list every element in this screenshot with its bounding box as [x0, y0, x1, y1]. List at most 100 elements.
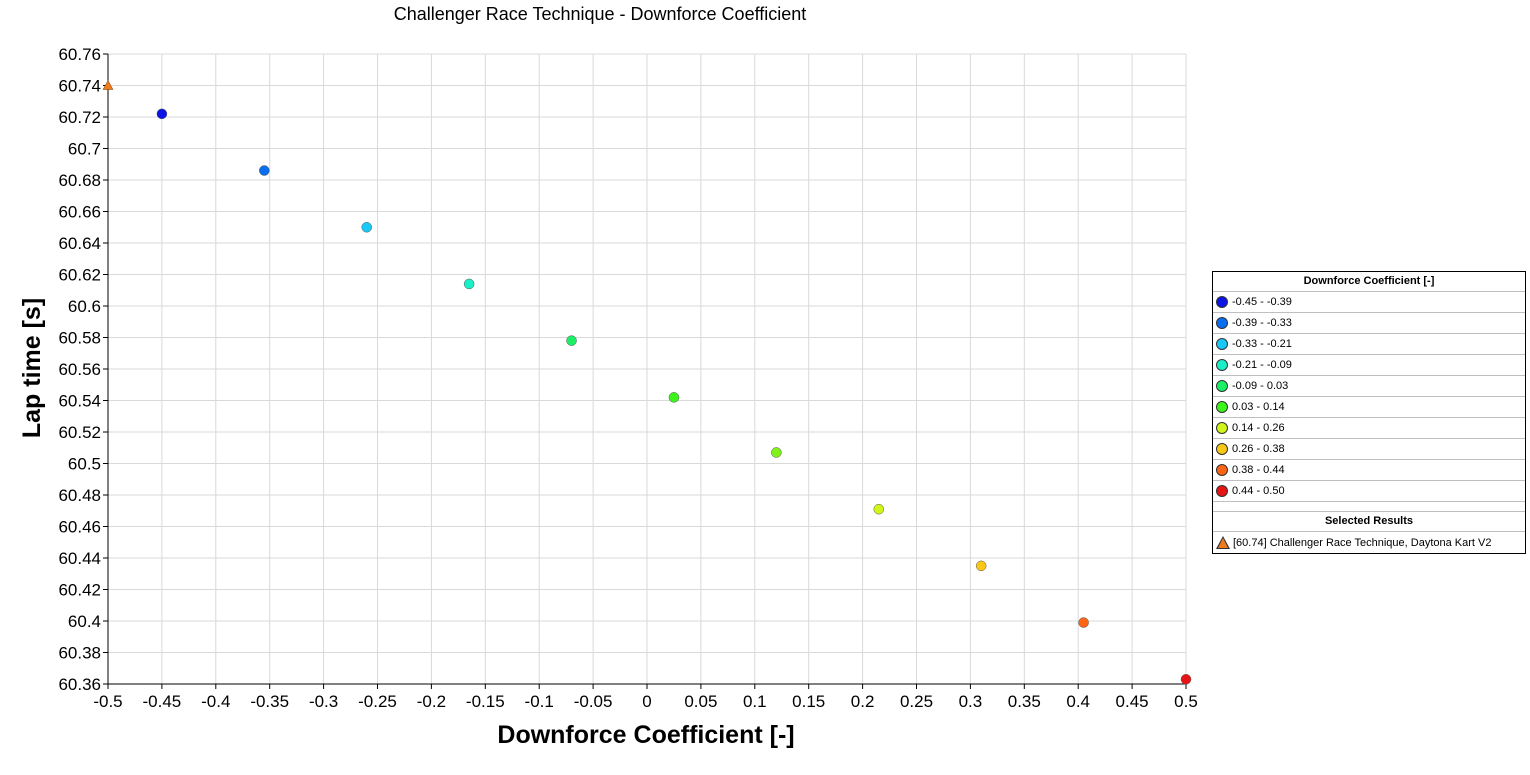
x-tick-label: -0.3	[309, 692, 338, 711]
legend-item[interactable]: -0.39 - -0.33	[1213, 313, 1525, 334]
y-tick-label: 60.64	[58, 234, 101, 253]
x-tick-label: 0.1	[743, 692, 767, 711]
y-tick-label: 60.66	[58, 203, 101, 222]
y-tick-label: 60.5	[68, 455, 101, 474]
data-point	[463, 278, 475, 290]
legend-items: -0.45 - -0.39 -0.39 - -0.33 -0.33 - -0.21 -…	[1213, 292, 1525, 502]
chart-title: Challenger Race Technique - Downforce Co…	[394, 4, 807, 24]
grid	[107, 53, 1187, 685]
y-tick-labels: 60.36 60.38 60.4 60.42 60.44 60.46 60.48 60.5 60…	[58, 45, 101, 694]
data-point	[259, 165, 270, 176]
y-tick-label: 60.38	[58, 644, 101, 663]
legend-item-label: -0.21 - -0.09	[1232, 359, 1292, 371]
y-tick-label: 60.46	[58, 518, 101, 537]
x-tick-label: -0.2	[417, 692, 446, 711]
data-point	[156, 108, 168, 120]
selected-result-label: [60.74] Challenger Race Technique, Dayto…	[1233, 536, 1492, 549]
selected-point-marker	[102, 79, 114, 90]
x-tick-label: -0.5	[93, 692, 122, 711]
legend-swatch-icon	[1216, 422, 1228, 434]
y-tick-label: 60.4	[68, 612, 101, 631]
y-tick-label: 60.48	[58, 486, 101, 505]
legend-swatch-icon	[1216, 317, 1228, 329]
y-tick-label: 60.52	[58, 423, 101, 442]
x-tick-labels: -0.5 -0.45 -0.4 -0.35 -0.3 -0.25 -0.2 -0.15 -0.1…	[93, 692, 1197, 711]
legend-item[interactable]: -0.21 - -0.09	[1213, 355, 1525, 376]
legend-item[interactable]: 0.26 - 0.38	[1213, 439, 1525, 460]
x-tick-label: 0.4	[1066, 692, 1090, 711]
x-tick-label: 0.25	[900, 692, 933, 711]
data-point	[361, 222, 372, 233]
scatter-chart: -0.5 -0.45 -0.4 -0.35 -0.3 -0.25 -0.2 -0.15 -0.1…	[18, 4, 1198, 749]
y-tick-label: 60.62	[58, 266, 101, 285]
legend-swatch-icon	[1216, 485, 1228, 497]
legend-swatch-icon	[1216, 401, 1228, 413]
legend-divider	[1213, 502, 1525, 512]
x-tick-label: -0.1	[525, 692, 554, 711]
legend-item-label: -0.09 - 0.03	[1232, 380, 1289, 392]
legend-swatch-icon	[1216, 443, 1228, 455]
y-tick-label: 60.68	[58, 171, 101, 190]
legend-swatch-icon	[1216, 464, 1228, 476]
legend-item-label: -0.33 - -0.21	[1232, 338, 1292, 350]
legend-swatch-icon	[1216, 359, 1228, 371]
legend-item[interactable]: 0.03 - 0.14	[1213, 397, 1525, 418]
x-tick-label: -0.45	[143, 692, 182, 711]
y-tick-label: 60.72	[58, 108, 101, 127]
selected-result-item[interactable]: [60.74] Challenger Race Technique, Dayto…	[1213, 532, 1525, 553]
legend-item[interactable]: -0.45 - -0.39	[1213, 292, 1525, 313]
y-tick-label: 60.36	[58, 675, 101, 694]
legend-item[interactable]: 0.44 - 0.50	[1213, 481, 1525, 502]
x-tick-label: 0.45	[1116, 692, 1149, 711]
legend-item-label: 0.44 - 0.50	[1232, 485, 1285, 497]
legend-item[interactable]: -0.09 - 0.03	[1213, 376, 1525, 397]
x-tick-label: 0.05	[684, 692, 717, 711]
x-tick-label: 0.3	[959, 692, 983, 711]
data-point	[1180, 674, 1192, 685]
x-tick-label: 0.5	[1174, 692, 1198, 711]
x-tick-label: -0.05	[574, 692, 613, 711]
triangle-marker-icon	[1216, 536, 1230, 549]
y-tick-label: 60.76	[58, 45, 101, 64]
data-point	[668, 392, 680, 403]
y-tick-label: 60.6	[68, 297, 101, 316]
legend-item-label: 0.14 - 0.26	[1232, 422, 1285, 434]
data-point	[771, 447, 782, 458]
x-tick-label: -0.15	[466, 692, 505, 711]
data-point	[1078, 617, 1089, 628]
x-tick-label: -0.4	[201, 692, 230, 711]
data-point	[975, 560, 987, 572]
legend-item-label: 0.26 - 0.38	[1232, 443, 1285, 455]
x-tick-label: 0	[642, 692, 651, 711]
y-tick-label: 60.44	[58, 549, 101, 568]
data-points	[102, 79, 1192, 685]
y-tick-label: 60.74	[58, 77, 101, 96]
legend-item-label: -0.39 - -0.33	[1232, 317, 1292, 329]
x-tick-label: 0.15	[792, 692, 825, 711]
legend-swatch-icon	[1216, 338, 1228, 350]
y-axis-label: Lap time [s]	[18, 298, 46, 438]
legend-item-label: 0.03 - 0.14	[1232, 401, 1285, 413]
y-tick-label: 60.58	[58, 329, 101, 348]
legend-swatch-icon	[1216, 296, 1228, 308]
x-axis-label: Downforce Coefficient [-]	[497, 721, 794, 749]
legend-item[interactable]: -0.33 - -0.21	[1213, 334, 1525, 355]
legend-title: Downforce Coefficient [-]	[1213, 272, 1525, 292]
axes	[103, 53, 1187, 689]
data-point	[873, 503, 885, 515]
y-tick-label: 60.7	[68, 140, 101, 159]
x-tick-label: -0.35	[250, 692, 289, 711]
legend-item-label: -0.45 - -0.39	[1232, 296, 1292, 308]
x-tick-label: -0.25	[358, 692, 397, 711]
y-tick-label: 60.42	[58, 581, 101, 600]
legend-item[interactable]: 0.38 - 0.44	[1213, 460, 1525, 481]
data-point	[566, 335, 577, 346]
legend-swatch-icon	[1216, 380, 1228, 392]
legend-item-label: 0.38 - 0.44	[1232, 464, 1285, 476]
legend-item[interactable]: 0.14 - 0.26	[1213, 418, 1525, 439]
y-tick-label: 60.56	[58, 360, 101, 379]
legend: Downforce Coefficient [-] -0.45 - -0.39-…	[1212, 271, 1526, 554]
x-tick-label: 0.35	[1008, 692, 1041, 711]
y-tick-label: 60.54	[58, 392, 101, 411]
selected-results-title: Selected Results	[1213, 512, 1525, 532]
